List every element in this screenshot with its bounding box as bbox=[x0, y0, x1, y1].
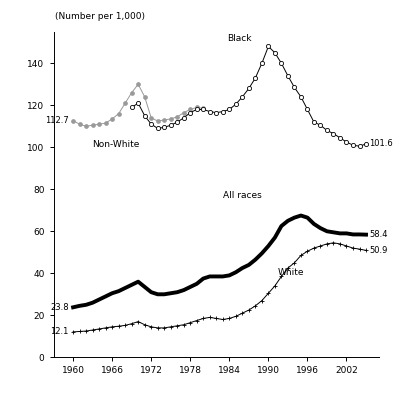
Text: Non-White: Non-White bbox=[93, 140, 140, 149]
Text: 112.7: 112.7 bbox=[45, 116, 68, 125]
Text: Black: Black bbox=[227, 34, 251, 43]
Text: 101.6: 101.6 bbox=[369, 139, 393, 148]
Text: White: White bbox=[278, 268, 304, 277]
Text: 50.9: 50.9 bbox=[369, 246, 388, 255]
Text: All races: All races bbox=[223, 191, 262, 200]
Text: 12.1: 12.1 bbox=[50, 328, 68, 336]
Text: 23.8: 23.8 bbox=[50, 303, 68, 312]
Text: (Number per 1,000): (Number per 1,000) bbox=[55, 12, 145, 21]
Text: 58.4: 58.4 bbox=[369, 230, 388, 239]
